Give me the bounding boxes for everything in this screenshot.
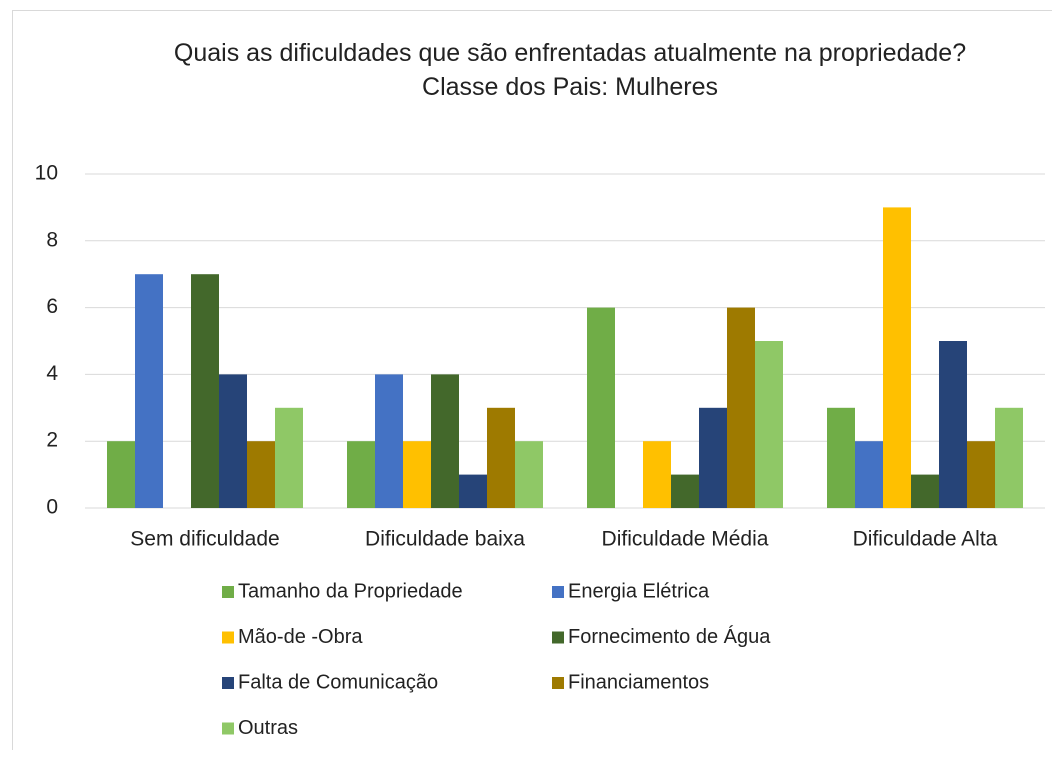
bar xyxy=(515,441,543,508)
bar xyxy=(219,374,247,508)
y-tick-label: 8 xyxy=(46,228,58,251)
bar xyxy=(403,441,431,508)
legend-swatch xyxy=(552,677,564,689)
chart-frame xyxy=(12,10,1052,750)
bar xyxy=(431,374,459,508)
bar xyxy=(191,274,219,508)
y-tick-label: 4 xyxy=(46,362,58,385)
bar xyxy=(247,441,275,508)
bar xyxy=(883,207,911,508)
legend-label: Falta de Comunicação xyxy=(238,671,438,693)
legend-swatch xyxy=(222,586,234,598)
bar xyxy=(135,274,163,508)
legend-label: Fornecimento de Água xyxy=(568,625,771,648)
bar xyxy=(275,407,303,508)
bar xyxy=(727,307,755,508)
bar xyxy=(967,441,995,508)
bar xyxy=(939,341,967,508)
bar xyxy=(855,441,883,508)
x-tick-label: Dificuldade baixa xyxy=(365,528,525,551)
legend-label: Tamanho da Propriedade xyxy=(238,580,463,602)
legend-label: Mão-de -Obra xyxy=(238,626,363,648)
bar xyxy=(911,474,939,508)
bar xyxy=(995,407,1023,508)
x-tick-label: Dificuldade Média xyxy=(602,528,769,551)
bar xyxy=(643,441,671,508)
x-tick-label: Sem dificuldade xyxy=(130,528,279,551)
legend-swatch xyxy=(222,722,234,735)
legend-swatch xyxy=(552,586,564,598)
chart-subtitle: Classe dos Pais: Mulheres xyxy=(422,73,718,101)
y-tick-label: 6 xyxy=(46,295,58,318)
x-tick-label: Dificuldade Alta xyxy=(853,528,998,551)
bar xyxy=(755,341,783,508)
title-block: Quais as dificuldades que são enfrentada… xyxy=(120,36,1020,104)
legend-swatch xyxy=(552,631,564,644)
bar xyxy=(487,407,515,508)
bar xyxy=(347,441,375,508)
bar xyxy=(671,474,699,508)
legend-label: Outras xyxy=(238,717,298,739)
bar xyxy=(587,307,615,508)
legend-label: Financiamentos xyxy=(568,671,709,693)
bar xyxy=(827,407,855,508)
y-tick-label: 2 xyxy=(46,429,58,452)
chart-title: Quais as dificuldades que são enfrentada… xyxy=(173,39,967,67)
bar xyxy=(459,474,487,508)
y-tick-label: 0 xyxy=(46,496,58,519)
y-tick-label: 10 xyxy=(35,162,58,185)
legend-swatch xyxy=(222,631,234,644)
bar xyxy=(699,407,727,508)
bar xyxy=(107,441,135,508)
legend-swatch xyxy=(222,677,234,689)
bar xyxy=(375,374,403,508)
legend-label: Energia Elétrica xyxy=(568,580,710,602)
